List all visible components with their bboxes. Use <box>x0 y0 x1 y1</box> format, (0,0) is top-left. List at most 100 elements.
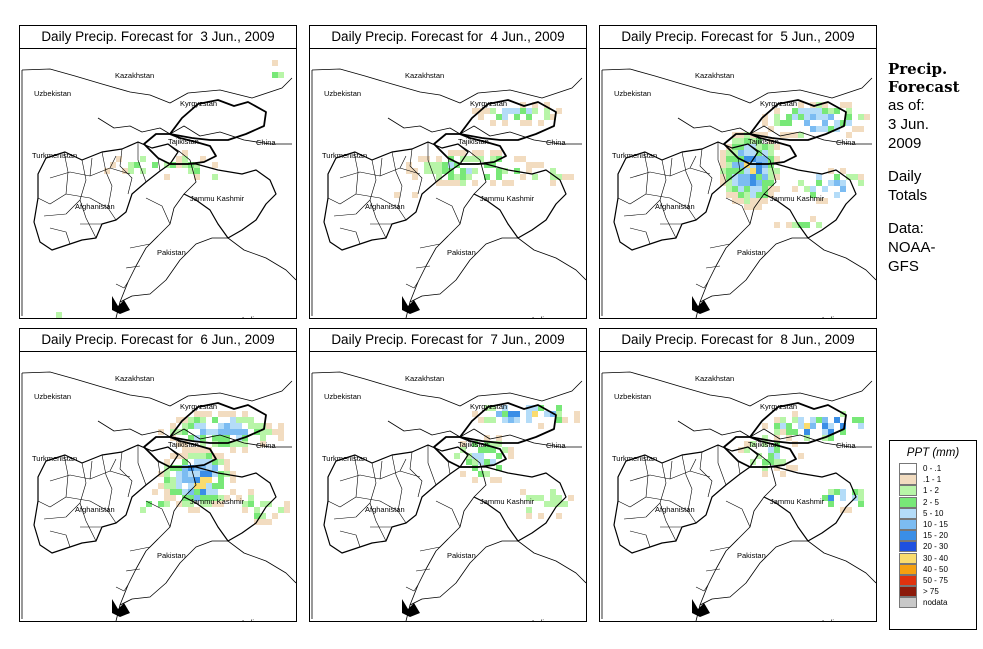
totals-line1: Daily <box>888 168 922 185</box>
data-source-line2: NOAA- <box>888 239 936 256</box>
country-label-kazakhstan: Kazakhstan <box>405 374 444 383</box>
legend-label: 20 - 30 <box>923 542 948 552</box>
country-label-tajikistan: Tajikistan <box>748 137 779 146</box>
legend-swatch <box>899 518 917 530</box>
country-label-afghanistan: Afghanistan <box>655 202 695 211</box>
asof-line2: 3 Jun. <box>888 116 929 133</box>
precip-map: Kazakhstan Uzbekistan Kyrgyzstan Turkmenist… <box>600 351 876 621</box>
legend-row: nodata <box>890 597 976 609</box>
country-label-tajikistan: Tajikistan <box>458 440 489 449</box>
country-label-china: China <box>546 441 566 450</box>
precip-map: Kazakhstan Uzbekistan Kyrgyzstan Turkmenist… <box>310 48 586 318</box>
country-label-turkmenistan: Turkmenistan <box>612 151 657 160</box>
country-label-kazakhstan: Kazakhstan <box>695 71 734 80</box>
country-label-kazakhstan: Kazakhstan <box>115 374 154 383</box>
legend-row: 30 - 40 <box>890 552 976 564</box>
country-label-pakistan: Pakistan <box>737 248 766 257</box>
legend-row: 2 - 5 <box>890 496 976 508</box>
panel-title: Daily Precip. Forecast for 8 Jun., 2009 <box>600 329 876 352</box>
legend-label: .1 - 1 <box>923 475 942 485</box>
forecast-panel: Daily Precip. Forecast for 4 Jun., 2009 K… <box>309 25 587 319</box>
country-label-india: India <box>242 618 259 621</box>
country-label-uzbekistan: Uzbekistan <box>614 89 651 98</box>
precip-cells <box>56 60 284 318</box>
country-label-china: China <box>256 138 276 147</box>
precip-map: Kazakhstan Uzbekistan Kyrgyzstan Turkmenist… <box>20 48 296 318</box>
forecast-panel: Daily Precip. Forecast for 5 Jun., 2009 K… <box>599 25 877 319</box>
country-label-tajikistan: Tajikistan <box>168 137 199 146</box>
country-label-uzbekistan: Uzbekistan <box>614 392 651 401</box>
panel-title: Daily Precip. Forecast for 7 Jun., 2009 <box>310 329 586 352</box>
country-label-india: India <box>242 315 259 318</box>
country-label-turkmenistan: Turkmenistan <box>322 454 367 463</box>
data-source-line3: GFS <box>888 258 919 275</box>
legend-row: 10 - 15 <box>890 518 976 530</box>
country-label-china: China <box>836 441 856 450</box>
country-label-uzbekistan: Uzbekistan <box>34 392 71 401</box>
country-label-uzbekistan: Uzbekistan <box>34 89 71 98</box>
legend-row: > 75 <box>890 586 976 598</box>
forecast-panel: Daily Precip. Forecast for 3 Jun., 2009 K… <box>19 25 297 319</box>
forecast-panel: Daily Precip. Forecast for 7 Jun., 2009 K… <box>309 328 587 622</box>
legend-row: 0 - .1 <box>890 463 976 474</box>
country-label-pakistan: Pakistan <box>447 248 476 257</box>
country-label-pakistan: Pakistan <box>447 551 476 560</box>
precip-cells <box>394 102 574 198</box>
map-canvas: Kazakhstan Uzbekistan Kyrgyzstan Turkmenist… <box>21 60 296 318</box>
country-label-afghanistan: Afghanistan <box>365 202 405 211</box>
legend-label: nodata <box>923 598 948 608</box>
country-label-turkmenistan: Turkmenistan <box>32 151 77 160</box>
country-label-india: India <box>532 618 549 621</box>
legend-label: 0 - .1 <box>923 464 942 473</box>
country-label-uzbekistan: Uzbekistan <box>324 392 361 401</box>
country-label-pakistan: Pakistan <box>157 248 186 257</box>
country-label-kyrgyzstan: Kyrgyzstan <box>760 99 797 108</box>
legend-label: 10 - 15 <box>923 519 948 529</box>
country-borders <box>21 68 296 318</box>
legend-label: 15 - 20 <box>923 531 948 541</box>
legend-row: 40 - 50 <box>890 563 976 575</box>
legend-label: 40 - 50 <box>923 564 948 574</box>
legend-swatch <box>899 485 917 497</box>
country-label-afghanistan: Afghanistan <box>75 505 115 514</box>
country-label-kyrgyzstan: Kyrgyzstan <box>180 99 217 108</box>
legend-row: 1 - 2 <box>890 485 976 497</box>
legend-label: 1 - 2 <box>923 486 940 496</box>
country-label-turkmenistan: Turkmenistan <box>32 454 77 463</box>
country-label-china: China <box>836 138 856 147</box>
precip-map: Kazakhstan Uzbekistan Kyrgyzstan Turkmenist… <box>310 351 586 621</box>
country-label-kyrgyzstan: Kyrgyzstan <box>180 402 217 411</box>
country-label-jammu-kashmir: Jammu Kashmir <box>190 497 245 506</box>
country-label-kyrgyzstan: Kyrgyzstan <box>760 402 797 411</box>
map-canvas: Kazakhstan Uzbekistan Kyrgyzstan Turkmenist… <box>311 371 586 621</box>
country-label-afghanistan: Afghanistan <box>655 505 695 514</box>
precip-cells <box>720 102 870 228</box>
country-label-jammu-kashmir: Jammu Kashmir <box>770 194 825 203</box>
legend-swatch <box>899 597 917 609</box>
legend-swatch <box>899 474 917 486</box>
panel-title: Daily Precip. Forecast for 5 Jun., 2009 <box>600 26 876 49</box>
legend-swatch <box>899 574 917 586</box>
country-label-uzbekistan: Uzbekistan <box>324 89 361 98</box>
totals-line2: Totals <box>888 187 928 204</box>
legend-label: 30 - 40 <box>923 553 948 563</box>
legend-row: .1 - 1 <box>890 474 976 486</box>
legend-label: > 75 <box>923 587 939 597</box>
country-label-china: China <box>546 138 566 147</box>
legend-row: 50 - 75 <box>890 574 976 586</box>
country-label-kyrgyzstan: Kyrgyzstan <box>470 402 507 411</box>
map-canvas: Kazakhstan Uzbekistan Kyrgyzstan Turkmenist… <box>311 68 586 318</box>
legend-swatch <box>899 552 917 564</box>
sidebar-info: Precip. Forecast as of: 3 Jun. 2009 Dail… <box>888 60 980 276</box>
panel-title: Daily Precip. Forecast for 4 Jun., 2009 <box>310 26 586 49</box>
legend-swatch <box>899 463 917 474</box>
country-borders <box>601 68 876 318</box>
country-label-india: India <box>532 315 549 318</box>
legend-swatch <box>899 507 917 519</box>
country-label-turkmenistan: Turkmenistan <box>612 454 657 463</box>
country-label-pakistan: Pakistan <box>157 551 186 560</box>
country-label-jammu-kashmir: Jammu Kashmir <box>480 497 535 506</box>
legend-swatch <box>899 586 917 598</box>
legend-row: 20 - 30 <box>890 541 976 553</box>
